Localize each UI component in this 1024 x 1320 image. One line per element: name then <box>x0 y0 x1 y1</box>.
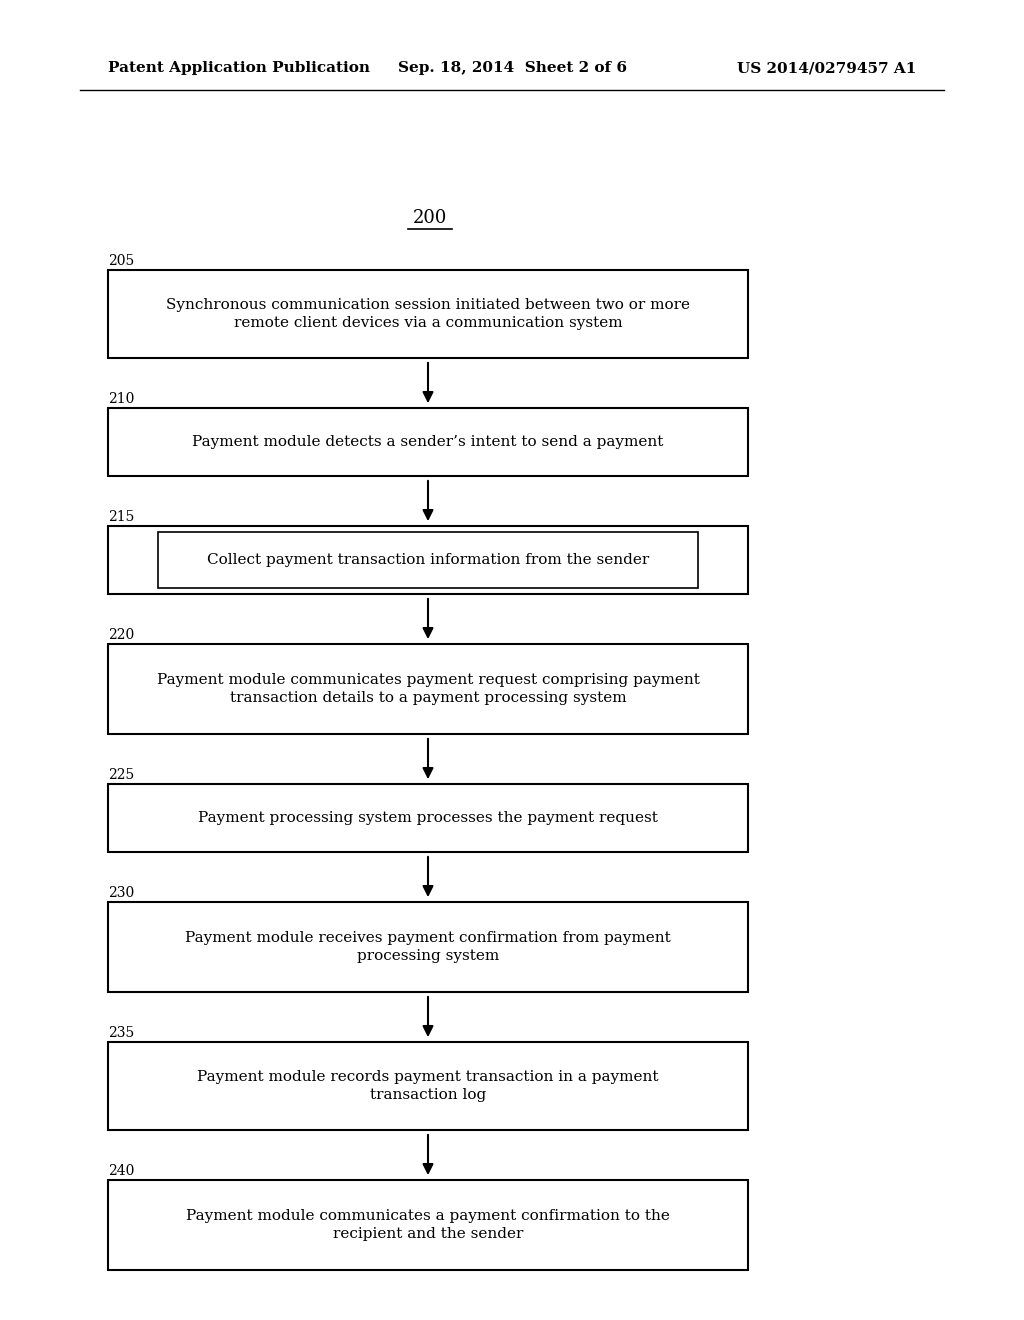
Text: Payment module detects a sender’s intent to send a payment: Payment module detects a sender’s intent… <box>193 436 664 449</box>
Bar <box>108 902 748 993</box>
Text: Payment module records payment transaction in a payment
transaction log: Payment module records payment transacti… <box>198 1069 658 1102</box>
Text: US 2014/0279457 A1: US 2014/0279457 A1 <box>736 61 916 75</box>
Text: 235: 235 <box>108 1026 134 1040</box>
Text: 215: 215 <box>108 510 134 524</box>
Bar <box>108 271 748 358</box>
Text: Synchronous communication session initiated between two or more
remote client de: Synchronous communication session initia… <box>166 298 690 330</box>
Bar <box>108 408 748 477</box>
Text: 240: 240 <box>108 1164 134 1177</box>
Text: 220: 220 <box>108 628 134 642</box>
Bar <box>108 1180 748 1270</box>
Text: Payment module receives payment confirmation from payment
processing system: Payment module receives payment confirma… <box>185 931 671 964</box>
Bar <box>108 525 748 594</box>
Bar <box>108 644 748 734</box>
Bar <box>158 532 698 587</box>
Text: Payment module communicates a payment confirmation to the
recipient and the send: Payment module communicates a payment co… <box>186 1209 670 1241</box>
Text: Patent Application Publication: Patent Application Publication <box>108 61 370 75</box>
Text: Payment module communicates payment request comprising payment
transaction detai: Payment module communicates payment requ… <box>157 673 699 705</box>
Text: Sep. 18, 2014  Sheet 2 of 6: Sep. 18, 2014 Sheet 2 of 6 <box>397 61 627 75</box>
Text: Collect payment transaction information from the sender: Collect payment transaction information … <box>207 553 649 568</box>
Text: 230: 230 <box>108 886 134 900</box>
Text: 225: 225 <box>108 768 134 781</box>
Text: 210: 210 <box>108 392 134 407</box>
Text: 205: 205 <box>108 253 134 268</box>
Text: Payment processing system processes the payment request: Payment processing system processes the … <box>198 810 658 825</box>
Bar <box>108 784 748 851</box>
Text: 200: 200 <box>413 209 447 227</box>
Bar <box>108 1041 748 1130</box>
